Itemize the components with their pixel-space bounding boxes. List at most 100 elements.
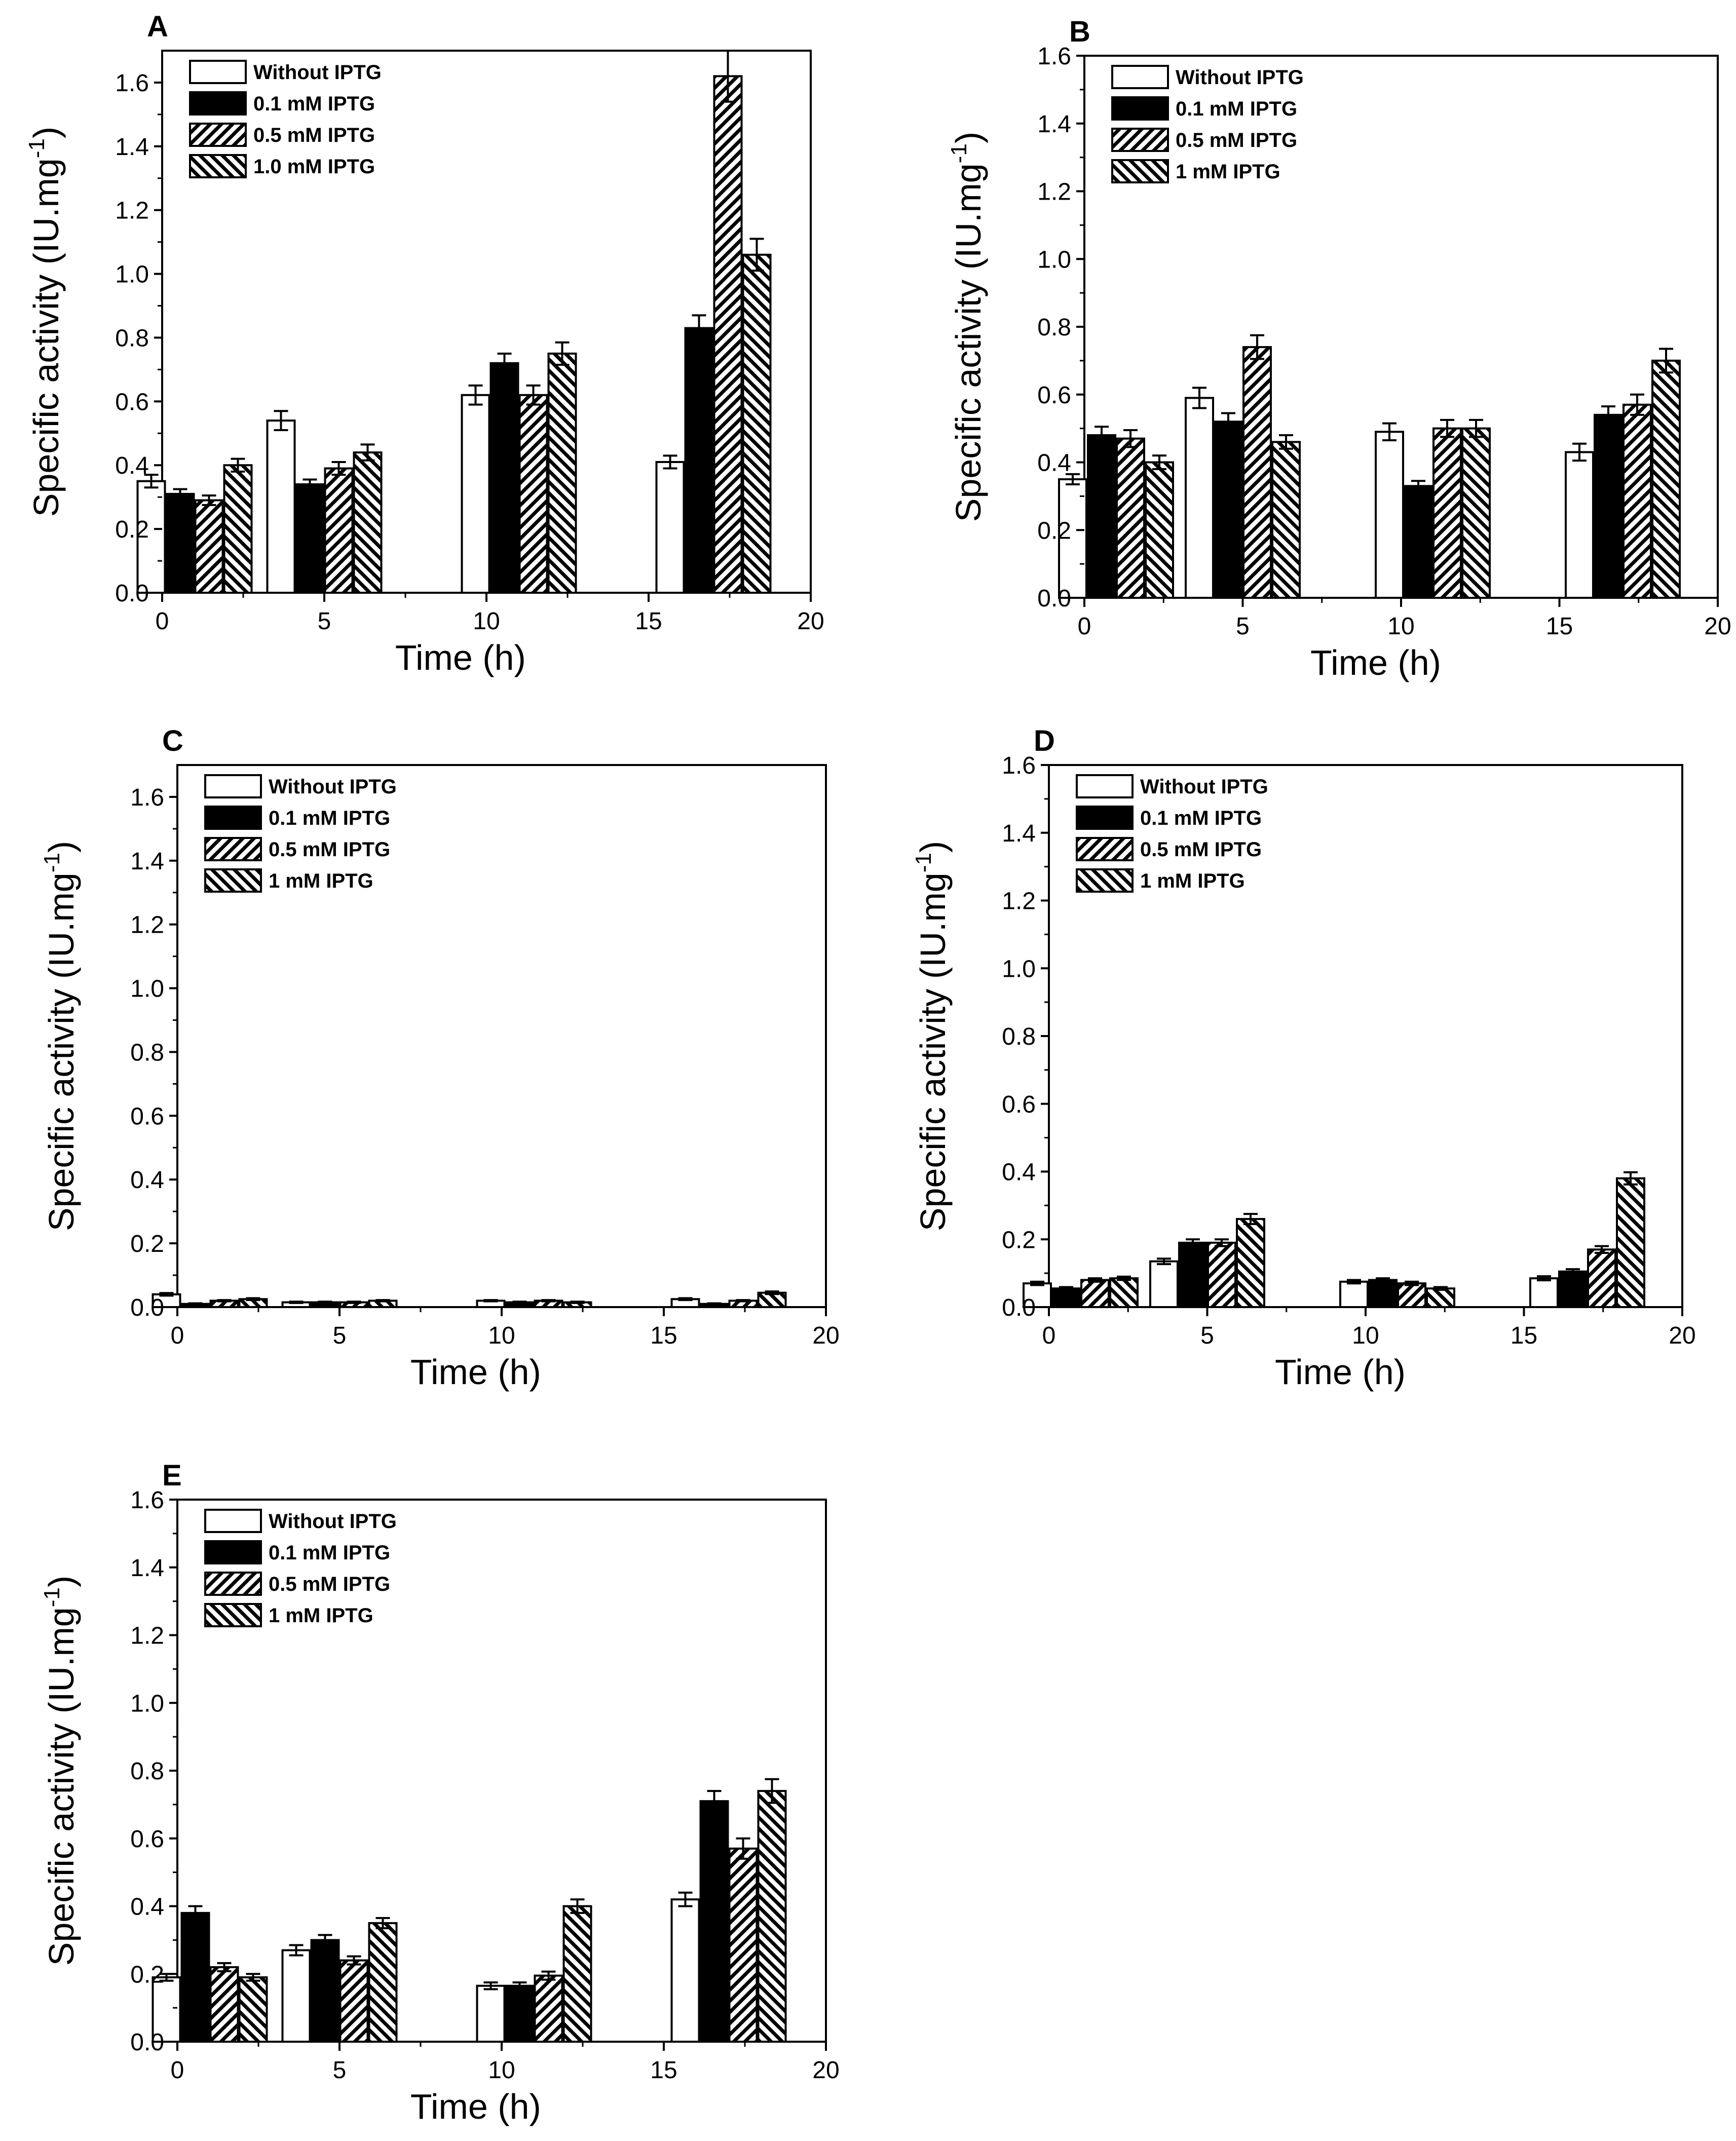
bar-solid [165, 492, 195, 594]
x-tick-label: 5 [333, 2057, 347, 2084]
error-bar [331, 461, 346, 476]
bar-hatch-left [223, 464, 253, 594]
y-tick-label: 1.4 [115, 134, 149, 161]
y-tick-label: 0.2 [1002, 1227, 1036, 1253]
error-bar [1095, 426, 1109, 445]
bar-open [1375, 431, 1404, 599]
error-bar [289, 1301, 304, 1304]
error-bar [692, 314, 706, 342]
legend-swatch [189, 60, 247, 84]
bar-hatch-left [547, 352, 577, 594]
bar-hatch-left [742, 253, 772, 594]
error-bar [1624, 1171, 1638, 1186]
x-tick-label: 20 [797, 608, 824, 635]
y-tick-label: 1.4 [1037, 111, 1071, 138]
bar-hatch-left [757, 1790, 787, 2043]
error-bar [1279, 434, 1293, 450]
y-tick-label: 1.2 [1037, 179, 1071, 206]
x-tick-label: 5 [1200, 1322, 1214, 1349]
x-tick-label: 0 [171, 2057, 184, 2084]
error-bar [1123, 429, 1138, 448]
error-bar [663, 454, 677, 470]
error-bar [375, 1299, 390, 1303]
legend-swatch [189, 91, 247, 116]
y-axis-title-text: Specific activity (IU.mg [26, 158, 66, 517]
bar-open [461, 394, 490, 594]
y-tick-label: 0.0 [1002, 1294, 1036, 1321]
x-axis-title: Time (h) [410, 1352, 541, 1392]
y-axis-title-close: ) [42, 841, 81, 853]
bar-solid [1087, 434, 1116, 599]
legend-label: 0.1 mM IPTG [269, 1542, 390, 1564]
error-bar [1215, 1238, 1229, 1247]
bar-solid [1404, 485, 1433, 599]
legend-label: 0.5 mM IPTG [269, 838, 390, 861]
error-bar [274, 410, 288, 431]
y-tick-label: 1.6 [1002, 752, 1036, 779]
bar-solid [1051, 1287, 1081, 1308]
x-tick-label: 5 [318, 608, 331, 635]
y-tick-label: 0.6 [1002, 1091, 1036, 1118]
x-tick-label: 20 [1704, 613, 1731, 640]
bar-hatch-right [1622, 403, 1652, 599]
y-tick-label: 1.6 [130, 1487, 164, 1514]
legend-label: 0.5 mM IPTG [269, 1573, 390, 1595]
bar-hatch-right [1080, 1279, 1110, 1308]
bar-hatch-right [1587, 1248, 1616, 1308]
y-axis-title-text: Specific activity (IU.mg [949, 163, 988, 522]
bar-open [266, 419, 296, 594]
error-bar [749, 238, 764, 272]
panel-label: E [162, 1459, 182, 1492]
y-tick-label: 1.6 [1037, 43, 1071, 70]
error-bar [1433, 1286, 1448, 1291]
bar-solid [505, 1984, 535, 2043]
error-bar [736, 1299, 750, 1303]
error-bar [1030, 1280, 1044, 1286]
legend-swatch [204, 837, 262, 861]
y-axis-title-text: Specific activity (IU.mg [42, 872, 81, 1231]
bar-hatch-left [1109, 1277, 1139, 1308]
error-bar [144, 474, 159, 489]
y-tick-label: 0.8 [130, 1039, 164, 1066]
x-tick-label: 0 [1042, 1322, 1056, 1349]
legend-swatch [1076, 868, 1134, 893]
x-tick-label: 15 [1546, 613, 1573, 640]
error-bar [541, 1970, 556, 1981]
bar-solid [310, 1939, 340, 2043]
bar-hatch-right [194, 499, 224, 594]
legend-swatch [204, 868, 262, 893]
y-axis-title-close: ) [42, 1576, 81, 1587]
bar-open [1058, 478, 1087, 599]
x-tick-label: 10 [473, 608, 500, 635]
error-bar [1411, 480, 1425, 492]
error-bar [347, 1301, 361, 1304]
error-bar [159, 1292, 174, 1297]
y-tick-label: 0.6 [115, 389, 149, 415]
y-tick-label: 0.4 [115, 452, 149, 479]
legend-label: 0.5 mM IPTG [253, 124, 375, 146]
bar-solid [1368, 1279, 1398, 1308]
error-bar [1186, 1238, 1200, 1247]
error-bar [765, 1778, 779, 1804]
y-axis-title-text: Specific activity (IU.mg [913, 872, 953, 1231]
x-tick-label: 15 [1511, 1322, 1537, 1349]
error-bar [1440, 418, 1454, 438]
y-tick-label: 1.0 [130, 976, 164, 1003]
y-tick-label: 1.6 [130, 784, 164, 811]
panel-label: A [147, 10, 168, 43]
y-axis-title-superscript: -1 [40, 1587, 64, 1607]
legend-swatch [204, 1540, 262, 1564]
legend-swatch [204, 1603, 262, 1627]
error-bar [1382, 422, 1397, 442]
y-tick-label: 0.2 [130, 1961, 164, 1988]
y-tick-label: 0.8 [1002, 1023, 1036, 1050]
bar-hatch-left [1426, 1287, 1455, 1308]
y-tick-label: 1.2 [115, 198, 149, 224]
x-tick-label: 10 [1387, 613, 1414, 640]
y-axis-title-close: ) [913, 841, 953, 853]
error-bar [483, 1299, 498, 1303]
bar-hatch-right [518, 394, 548, 594]
error-bar [360, 443, 375, 462]
error-bar [375, 1917, 390, 1929]
bar-solid [180, 1911, 210, 2043]
